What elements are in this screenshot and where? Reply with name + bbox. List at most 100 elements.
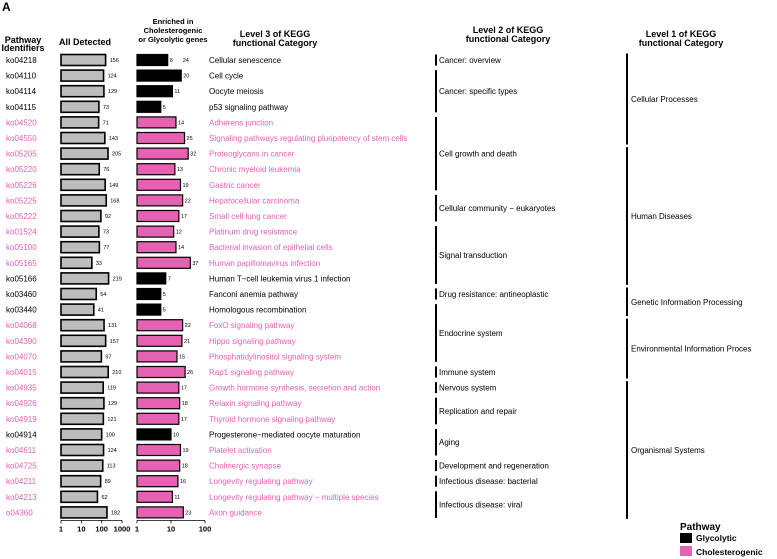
level2-bracket <box>435 70 437 113</box>
enriched-value: 22 <box>185 323 191 329</box>
enriched-value: 19 <box>182 183 188 189</box>
all-detected-bar <box>60 474 102 488</box>
enriched-value: 5 <box>163 308 166 314</box>
all-detected-tick-label: 100 <box>95 524 108 533</box>
enriched-value: 26 <box>187 370 193 376</box>
enriched-value: 25 <box>187 136 193 142</box>
enriched-bar <box>136 194 184 207</box>
pathway-id: ko04218 <box>6 56 37 65</box>
enriched-bar <box>136 272 167 285</box>
all-detected-bar <box>60 256 93 270</box>
enriched-bar <box>136 116 177 129</box>
all-detected-bar <box>60 443 105 457</box>
all-detected-bar <box>60 334 107 348</box>
pathway-name: Adherens junction <box>209 118 273 127</box>
level2-bracket <box>435 428 437 456</box>
pathway-id: ko04114 <box>6 87 37 96</box>
all-detected-bar <box>60 350 103 363</box>
pathway-name: p53 signaling pathway <box>209 103 288 112</box>
level1-label: Cellular Processes <box>631 95 698 104</box>
enriched-value: 37 <box>192 261 198 267</box>
enriched-value: 11 <box>174 89 180 95</box>
level1-label: Environmental Information Proces <box>631 345 752 354</box>
pathway-id: ko03460 <box>6 290 37 299</box>
pathway-id: ko04211 <box>6 477 37 486</box>
level2-label: Immune system <box>439 368 496 377</box>
pathway-id: ko04070 <box>6 352 37 361</box>
level2-bracket <box>435 194 437 222</box>
pathway-id: ko05225 <box>6 196 37 205</box>
all-detected-bar <box>60 396 105 410</box>
header-enriched-line1: Enriched in <box>153 17 194 26</box>
enriched-value: 18 <box>182 464 188 470</box>
pathway-name: Proteoglycans in cancer <box>209 150 295 159</box>
enriched-bar <box>136 397 181 410</box>
pathway-name: Human papillomavirus infection <box>209 259 320 268</box>
enriched-bar <box>136 256 191 269</box>
pathway-id: ko04919 <box>6 415 37 424</box>
pathway-name: Signaling pathways regulating pluripoten… <box>209 134 407 143</box>
all-detected-value: 119 <box>107 386 116 392</box>
pathway-name: Human T−cell leukemia virus 1 infection <box>209 274 350 283</box>
pathway-id: ko04390 <box>6 337 37 346</box>
legend: Pathway Glycolytic Cholesterogenic <box>680 522 763 557</box>
level1-bracket <box>626 147 628 285</box>
all-detected-bar <box>60 490 99 504</box>
all-detected-bar <box>60 459 104 472</box>
enriched-bar <box>136 85 174 98</box>
header-level2-line1: Level 2 of KEGG <box>473 25 544 35</box>
all-detected-value: 129 <box>108 89 117 95</box>
all-detected-value: 157 <box>110 339 119 345</box>
enriched-value: 20 <box>183 74 189 80</box>
enriched-tick-label: 100 <box>199 524 212 533</box>
pathway-name: Platelet activation <box>209 446 272 455</box>
legend-swatch-glycolytic <box>680 533 692 543</box>
all-detected-bar <box>60 100 100 114</box>
all-detected-tick-label: 1000 <box>114 524 131 533</box>
pathway-id: ko05165 <box>6 259 37 268</box>
all-detected-bar <box>60 84 105 98</box>
enriched-bar <box>136 319 184 332</box>
legend-title: Pathway <box>680 522 721 533</box>
enriched-value: 5 <box>163 105 166 111</box>
all-detected-bar <box>60 303 95 316</box>
enriched-bar <box>136 459 181 472</box>
all-detected-bar <box>60 194 108 207</box>
enriched-bar <box>136 412 180 425</box>
pathway-name: Cholinergic synapse <box>209 462 282 471</box>
all-detected-value: 131 <box>108 323 117 329</box>
level2-bracket <box>435 116 437 191</box>
enriched-bar <box>136 225 175 238</box>
pathway-name: Chronic myeloid leukemia <box>209 165 301 174</box>
pathway-id: ko04935 <box>6 384 37 393</box>
pathway-id: ko04914 <box>6 430 37 439</box>
enriched-extra-value: 24 <box>183 58 189 64</box>
pathway-id: ko04015 <box>6 368 37 377</box>
enriched-value: 17 <box>181 386 187 392</box>
level2-label: Aging <box>439 438 459 447</box>
header-enriched-line2: Cholesterogenic <box>144 26 203 35</box>
enriched-value: 18 <box>182 401 188 407</box>
enriched-value: 17 <box>181 214 187 220</box>
enriched-value: 7 <box>168 276 171 282</box>
all-detected-value: 100 <box>106 432 115 438</box>
pathway-id: ko04115 <box>6 103 37 112</box>
pathway-name: Rap1 signaling pathway <box>209 368 294 377</box>
all-detected-value: 219 <box>113 276 122 282</box>
level2-label: Cellular community − eukaryotes <box>439 204 555 213</box>
level1-label: Organismal Systems <box>631 446 705 455</box>
pathway-name: Cell cycle <box>209 72 244 81</box>
pathway-id: ko04520 <box>6 118 37 127</box>
legend-label-glycolytic: Glycolytic <box>696 533 737 543</box>
legend-label-cholesterogenic: Cholesterogenic <box>696 547 763 557</box>
pathway-name: Fanconi anemia pathway <box>209 290 298 299</box>
all-detected-value: 73 <box>103 105 109 111</box>
level2-label: Infectious disease: viral <box>439 501 522 510</box>
level2-label: Cell growth and death <box>439 150 517 159</box>
enriched-bar <box>136 365 186 379</box>
all-detected-value: 92 <box>105 214 111 220</box>
level2-bracket <box>435 382 437 394</box>
pathway-name: Platinum drug resistance <box>209 228 298 237</box>
pathway-id: ko05222 <box>6 212 37 221</box>
level1-bracket <box>626 318 628 379</box>
